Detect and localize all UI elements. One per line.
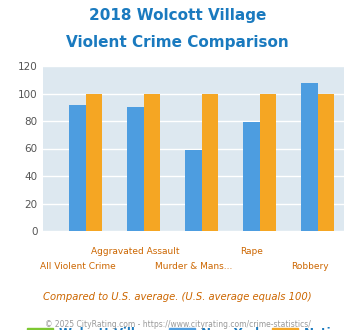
Bar [244, 122, 260, 231]
Text: Robbery: Robbery [291, 262, 328, 271]
Bar [127, 107, 143, 231]
Legend: Wolcott Village, New York, National: Wolcott Village, New York, National [22, 323, 355, 330]
Text: 2018 Wolcott Village: 2018 Wolcott Village [89, 8, 266, 23]
Bar [202, 93, 218, 231]
Text: Violent Crime Comparison: Violent Crime Comparison [66, 35, 289, 50]
Text: © 2025 CityRating.com - https://www.cityrating.com/crime-statistics/: © 2025 CityRating.com - https://www.city… [45, 320, 310, 329]
Text: Rape: Rape [240, 248, 263, 256]
Bar [260, 93, 276, 231]
Text: Compared to U.S. average. (U.S. average equals 100): Compared to U.S. average. (U.S. average … [43, 292, 312, 302]
Bar [86, 93, 102, 231]
Bar [69, 105, 86, 231]
Text: Aggravated Assault: Aggravated Assault [91, 248, 180, 256]
Text: All Violent Crime: All Violent Crime [39, 262, 115, 271]
Bar [185, 150, 202, 231]
Bar [318, 93, 334, 231]
Bar [143, 93, 160, 231]
Text: Murder & Mans...: Murder & Mans... [155, 262, 232, 271]
Bar [301, 82, 318, 231]
